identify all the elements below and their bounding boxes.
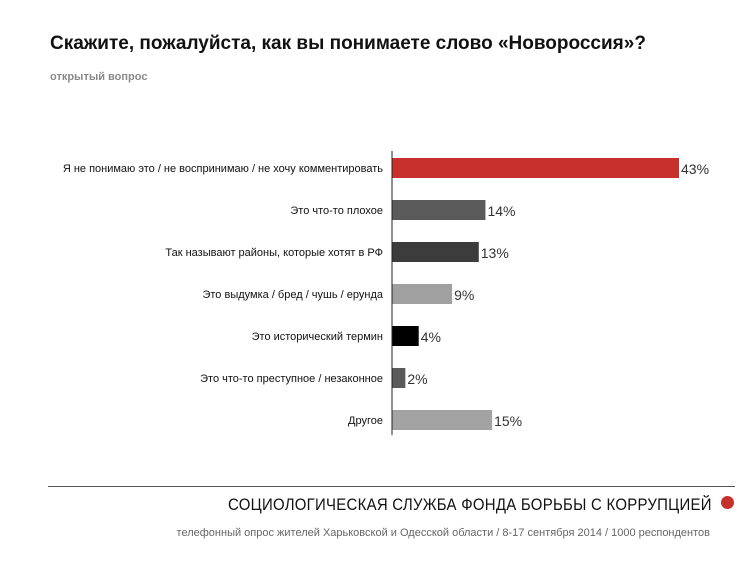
category-label: Я не понимаю это / не воспринимаю / не х… bbox=[63, 163, 383, 175]
organization-name: СОЦИОЛОГИЧЕСКАЯ СЛУЖБА ФОНДА БОРЬБЫ С КО… bbox=[228, 495, 712, 514]
survey-note: телефонный опрос жителей Харьковской и О… bbox=[176, 527, 710, 539]
value-label: 4% bbox=[421, 329, 441, 345]
chart-title: Скажите, пожалуйста, как вы понимаете сл… bbox=[50, 33, 646, 54]
category-label: Это что-то преступное / незаконное bbox=[200, 373, 383, 385]
bar bbox=[392, 368, 406, 388]
bar bbox=[392, 242, 479, 262]
value-label: 14% bbox=[487, 203, 515, 219]
value-label: 2% bbox=[407, 371, 427, 387]
category-label: Это что-то плохое bbox=[290, 205, 383, 217]
bar bbox=[392, 200, 486, 220]
value-label: 9% bbox=[454, 287, 474, 303]
logo-dot-icon bbox=[721, 496, 734, 509]
category-label: Так называют районы, которые хотят в РФ bbox=[165, 247, 383, 259]
bar bbox=[392, 158, 679, 178]
bar bbox=[392, 284, 453, 304]
bar bbox=[392, 410, 493, 430]
value-label: 15% bbox=[494, 413, 522, 429]
chart-subtitle: открытый вопрос bbox=[50, 71, 148, 83]
bar bbox=[392, 326, 419, 346]
footer-divider bbox=[48, 486, 735, 487]
value-label: 43% bbox=[681, 161, 709, 177]
category-label: Это выдумка / бред / чушь / ерунда bbox=[202, 289, 383, 301]
category-label: Это исторический термин bbox=[252, 331, 383, 343]
category-label: Другое bbox=[348, 415, 383, 427]
value-label: 13% bbox=[481, 245, 509, 261]
